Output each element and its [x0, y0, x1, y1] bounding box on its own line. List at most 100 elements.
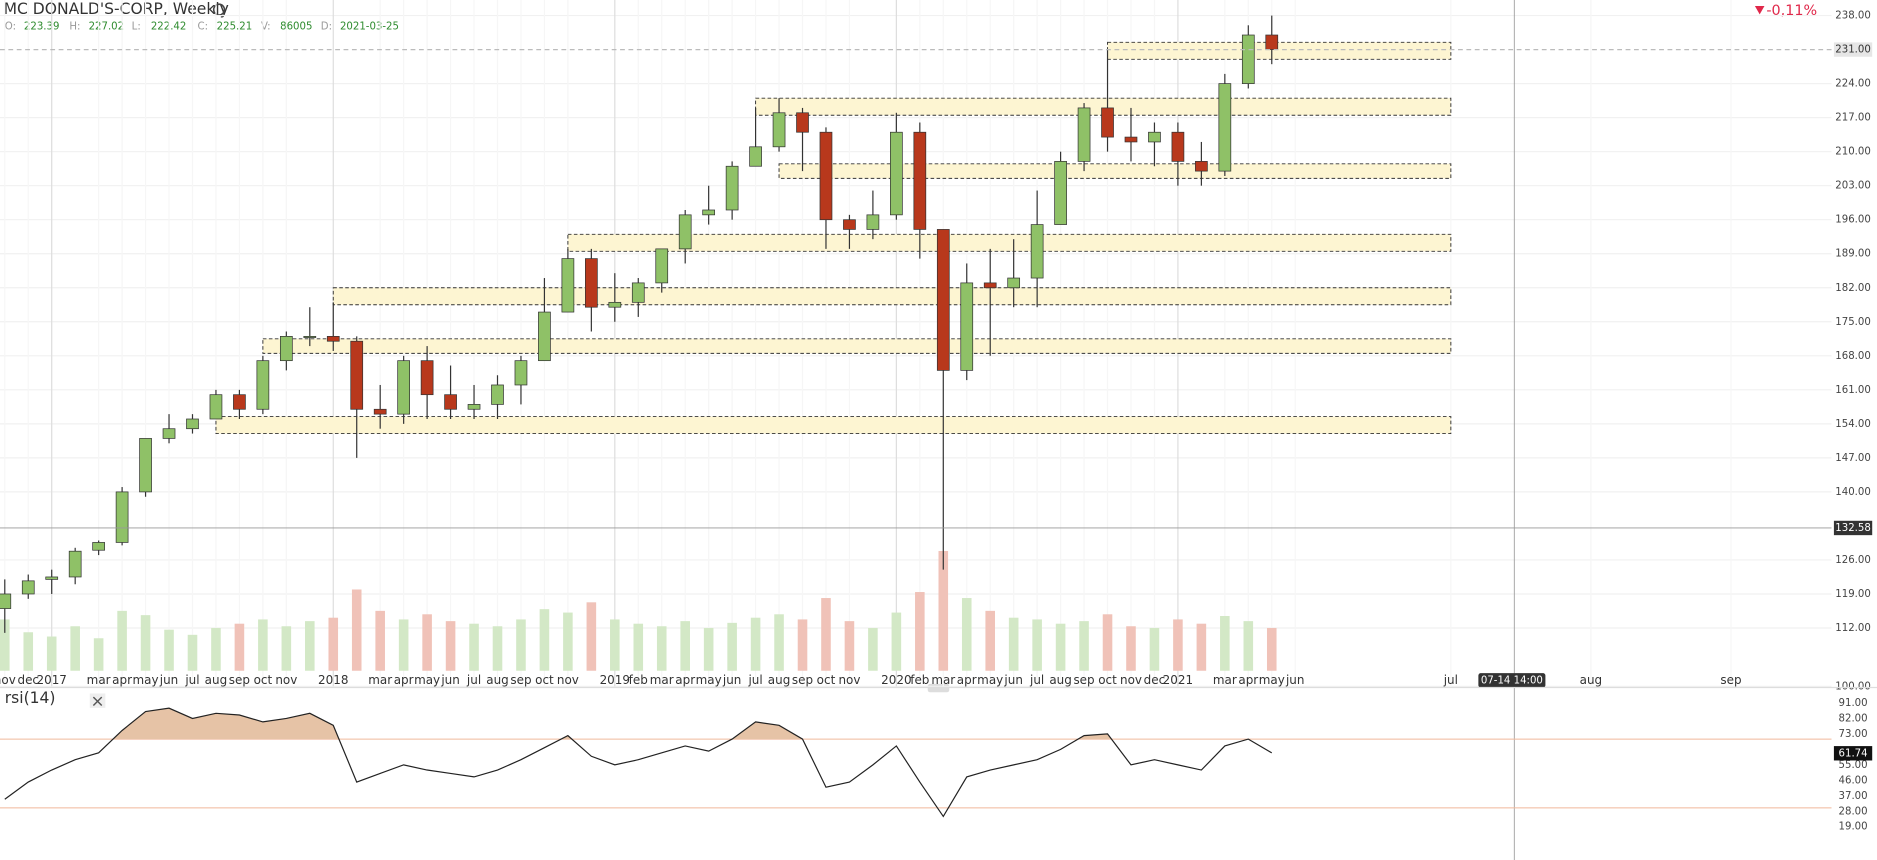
- candle-body: [631, 282, 645, 303]
- candle-body: [561, 258, 575, 313]
- x-tick-label: jul: [1029, 673, 1044, 687]
- rsi-tick-label: 37.00: [1839, 791, 1868, 802]
- rsi-tick-label: 28.00: [1839, 806, 1868, 817]
- candle-body: [350, 340, 364, 410]
- volume-bar: [1008, 617, 1019, 671]
- x-tick-label: aug: [205, 673, 228, 687]
- x-tick-label: jun: [1285, 673, 1304, 687]
- crosshair-x-tag: [1478, 673, 1546, 688]
- x-tick-label: may: [977, 673, 1003, 687]
- candle-body: [1007, 277, 1021, 289]
- x-tick-label: sep: [510, 673, 531, 687]
- rsi-tick-label: 19.00: [1839, 822, 1868, 833]
- ohlc-value: 225.21: [217, 21, 253, 32]
- x-tick-label: feb: [910, 673, 929, 687]
- volume-bar: [633, 623, 644, 671]
- candle-body: [1030, 224, 1044, 279]
- candle-body: [702, 209, 716, 216]
- volume-bar: [1266, 627, 1277, 671]
- volume-bar: [1149, 627, 1160, 671]
- ohlc-label: H:: [69, 21, 80, 32]
- candle-body: [115, 491, 129, 543]
- candle-body: [397, 360, 410, 415]
- x-tick-label: sep: [1073, 673, 1094, 687]
- y-tick-label: 154.00: [1835, 419, 1871, 430]
- volume-bar: [351, 589, 362, 671]
- y-tick-label: 182.00: [1835, 283, 1871, 294]
- candle-body: [796, 112, 809, 133]
- rsi-tick-label: 73.00: [1839, 729, 1868, 740]
- y-tick-label: 168.00: [1835, 351, 1871, 362]
- x-tick-label: apr: [394, 673, 414, 687]
- ohlc-label: O:: [5, 21, 16, 32]
- candle-body: [491, 384, 504, 405]
- x-tick-label: oct: [535, 673, 554, 687]
- ohlc-value: 2021-03-25: [340, 21, 399, 32]
- y-tick-label: 147.00: [1835, 453, 1871, 464]
- candle-body: [326, 336, 340, 342]
- volume-bar: [1079, 621, 1089, 671]
- volume-bar: [656, 626, 667, 671]
- volume-bar: [1243, 621, 1254, 671]
- candle-body: [373, 408, 387, 415]
- volume-bar: [797, 619, 808, 671]
- ohlc-value: 227.02: [89, 21, 125, 32]
- candle-body: [936, 229, 950, 371]
- rsi-title: rsi(14): [5, 689, 56, 707]
- candle-body: [655, 248, 669, 284]
- volume-bar: [211, 627, 221, 671]
- candle-body: [303, 336, 317, 338]
- crosshair-x-label: 07-14 14:00: [1481, 675, 1543, 686]
- x-tick-label: apr: [1238, 673, 1258, 687]
- volume-bar: [891, 612, 902, 671]
- x-tick-label: may: [696, 673, 722, 687]
- volume-bar: [680, 621, 690, 671]
- candle-body: [209, 394, 223, 420]
- y-tick-label: 224.00: [1835, 79, 1871, 90]
- close-icon: [92, 696, 103, 706]
- volume-bar: [750, 617, 761, 671]
- x-tick-label: nov: [838, 673, 860, 687]
- volume-bar: [492, 626, 503, 671]
- volume-bar: [328, 617, 339, 671]
- candle-body: [162, 428, 176, 439]
- volume-bar: [961, 598, 972, 671]
- x-tick-label: jul: [184, 673, 199, 687]
- y-tick-label: 196.00: [1835, 215, 1871, 226]
- y-tick-label: 189.00: [1835, 249, 1871, 260]
- candle-body: [960, 282, 974, 371]
- volume-bar: [234, 623, 245, 671]
- volume-bar: [586, 602, 597, 671]
- volume-bar: [117, 610, 127, 671]
- volume-bar: [844, 621, 855, 671]
- ohlc-label: V:: [261, 21, 271, 32]
- volume-bar: [1220, 615, 1230, 671]
- candle-body: [983, 282, 997, 289]
- x-tick-label: apr: [957, 673, 977, 687]
- candle-body: [1241, 34, 1255, 84]
- y-tick-label: 100.00: [1835, 681, 1871, 692]
- candle-body: [1101, 107, 1114, 138]
- x-tick-label: aug: [486, 673, 509, 687]
- candle-body: [256, 360, 270, 410]
- volume-bar: [1102, 614, 1113, 671]
- volume-bar: [1032, 619, 1042, 671]
- x-tick-label: sep: [1720, 673, 1741, 687]
- volume-bar: [469, 623, 479, 671]
- x-tick-label: sep: [792, 673, 813, 687]
- candle-body: [1195, 161, 1208, 172]
- x-tick-label: feb: [629, 673, 648, 687]
- x-tick-label: nov: [275, 673, 297, 687]
- volume-bar: [281, 626, 292, 671]
- y-tick-label: 203.00: [1835, 181, 1871, 192]
- support-zone: [567, 233, 1452, 252]
- x-tick-label: oct: [817, 673, 836, 687]
- y-tick-label: 126.00: [1835, 555, 1871, 566]
- x-tick-label: 2020: [881, 673, 911, 687]
- candle-body: [1171, 131, 1185, 162]
- candle-body: [279, 336, 293, 362]
- x-tick-label: mar: [87, 673, 111, 687]
- volume-bar: [985, 610, 996, 671]
- volume-bar: [516, 619, 526, 671]
- y-tick-label: 217.00: [1835, 113, 1871, 124]
